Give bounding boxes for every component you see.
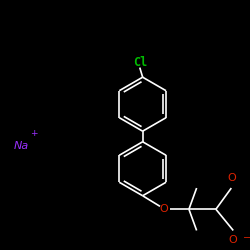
Text: Na: Na bbox=[14, 141, 29, 151]
Text: −: − bbox=[243, 233, 250, 243]
Text: Cl: Cl bbox=[133, 56, 147, 70]
Text: O: O bbox=[227, 173, 236, 183]
Text: O: O bbox=[229, 235, 237, 245]
Text: O: O bbox=[160, 204, 168, 214]
Text: +: + bbox=[30, 129, 38, 138]
